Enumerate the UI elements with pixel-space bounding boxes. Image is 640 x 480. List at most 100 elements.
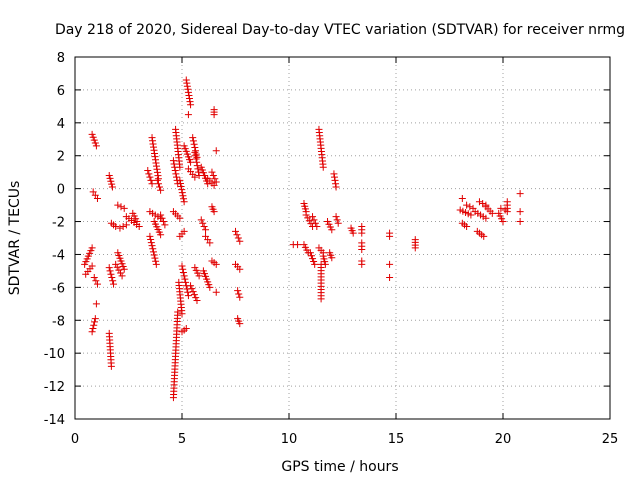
data-point — [206, 283, 214, 291]
data-point — [147, 176, 155, 184]
data-point — [466, 203, 474, 211]
data-point — [232, 227, 239, 235]
x-tick-label: 15 — [388, 432, 405, 447]
data-point — [208, 168, 216, 176]
data-point — [157, 211, 165, 219]
data-point — [458, 195, 466, 203]
data-point — [358, 246, 366, 254]
data-point — [115, 266, 123, 274]
data-point — [157, 231, 165, 239]
data-point — [92, 142, 100, 150]
data-point — [206, 239, 214, 247]
data-point — [193, 162, 201, 170]
data-point — [306, 249, 314, 257]
data-point — [192, 155, 200, 163]
y-tick-label: -2 — [52, 216, 65, 231]
data-point — [135, 222, 143, 230]
data-point — [157, 186, 165, 194]
data-point — [187, 282, 195, 290]
data-point — [122, 221, 130, 229]
data-point — [159, 218, 167, 226]
data-point — [386, 260, 394, 268]
data-points — [81, 76, 524, 402]
data-point — [304, 214, 312, 222]
data-point — [112, 260, 120, 268]
data-point — [187, 158, 195, 166]
data-point — [90, 136, 98, 144]
data-point — [171, 167, 179, 175]
data-point — [185, 95, 193, 103]
data-point — [105, 171, 113, 179]
y-tick-label: 6 — [57, 84, 65, 99]
data-point — [109, 277, 117, 285]
y-tick-label: 0 — [57, 183, 65, 198]
y-tick-label: 2 — [57, 150, 65, 165]
data-point — [144, 167, 152, 175]
data-point — [146, 232, 154, 240]
data-point — [189, 288, 197, 296]
data-point — [177, 183, 185, 191]
data-point — [184, 292, 192, 300]
data-point — [158, 214, 166, 222]
data-point — [331, 176, 339, 184]
data-point — [186, 98, 194, 106]
y-tick-label: -6 — [52, 281, 65, 296]
data-point — [180, 195, 188, 203]
data-point — [181, 275, 189, 283]
data-point — [294, 241, 302, 249]
data-point — [93, 280, 101, 288]
data-point — [516, 208, 524, 216]
data-point — [90, 273, 98, 281]
data-point — [110, 280, 118, 288]
data-point — [193, 297, 201, 305]
data-point — [113, 263, 121, 271]
data-point — [152, 260, 160, 268]
x-axis-label: GPS time / hours — [281, 459, 398, 475]
data-point — [149, 245, 157, 253]
data-point — [234, 287, 242, 295]
data-point — [333, 216, 341, 224]
data-point — [209, 171, 217, 179]
data-point — [147, 239, 155, 247]
data-point — [488, 209, 496, 217]
data-point — [107, 270, 115, 278]
data-point — [176, 214, 184, 222]
data-point — [328, 226, 336, 234]
data-point — [91, 139, 99, 147]
data-point — [172, 173, 180, 181]
data-point — [133, 218, 141, 226]
data-point — [153, 176, 161, 184]
data-point — [152, 257, 160, 265]
data-point — [234, 234, 242, 242]
data-point — [169, 394, 177, 402]
data-point — [190, 291, 198, 299]
data-point — [317, 295, 325, 303]
data-point — [147, 235, 155, 243]
y-tick-label: 8 — [57, 51, 65, 66]
data-point — [310, 216, 318, 224]
data-point — [197, 216, 205, 224]
data-point — [156, 183, 164, 191]
data-point — [105, 264, 113, 272]
data-point — [235, 290, 243, 298]
data-point — [358, 229, 366, 237]
data-point — [212, 260, 220, 268]
data-point — [88, 328, 96, 336]
data-point — [184, 85, 192, 93]
data-point — [182, 325, 190, 332]
data-point — [88, 130, 96, 138]
data-point — [91, 315, 99, 323]
data-point — [211, 175, 219, 183]
data-point — [195, 168, 203, 176]
data-point — [191, 152, 199, 160]
data-point — [176, 176, 184, 184]
data-point — [313, 222, 321, 230]
data-point — [106, 267, 114, 275]
data-point — [193, 158, 201, 166]
data-point — [116, 224, 124, 232]
data-point — [189, 137, 197, 145]
data-point — [107, 177, 115, 185]
data-point — [332, 213, 340, 221]
